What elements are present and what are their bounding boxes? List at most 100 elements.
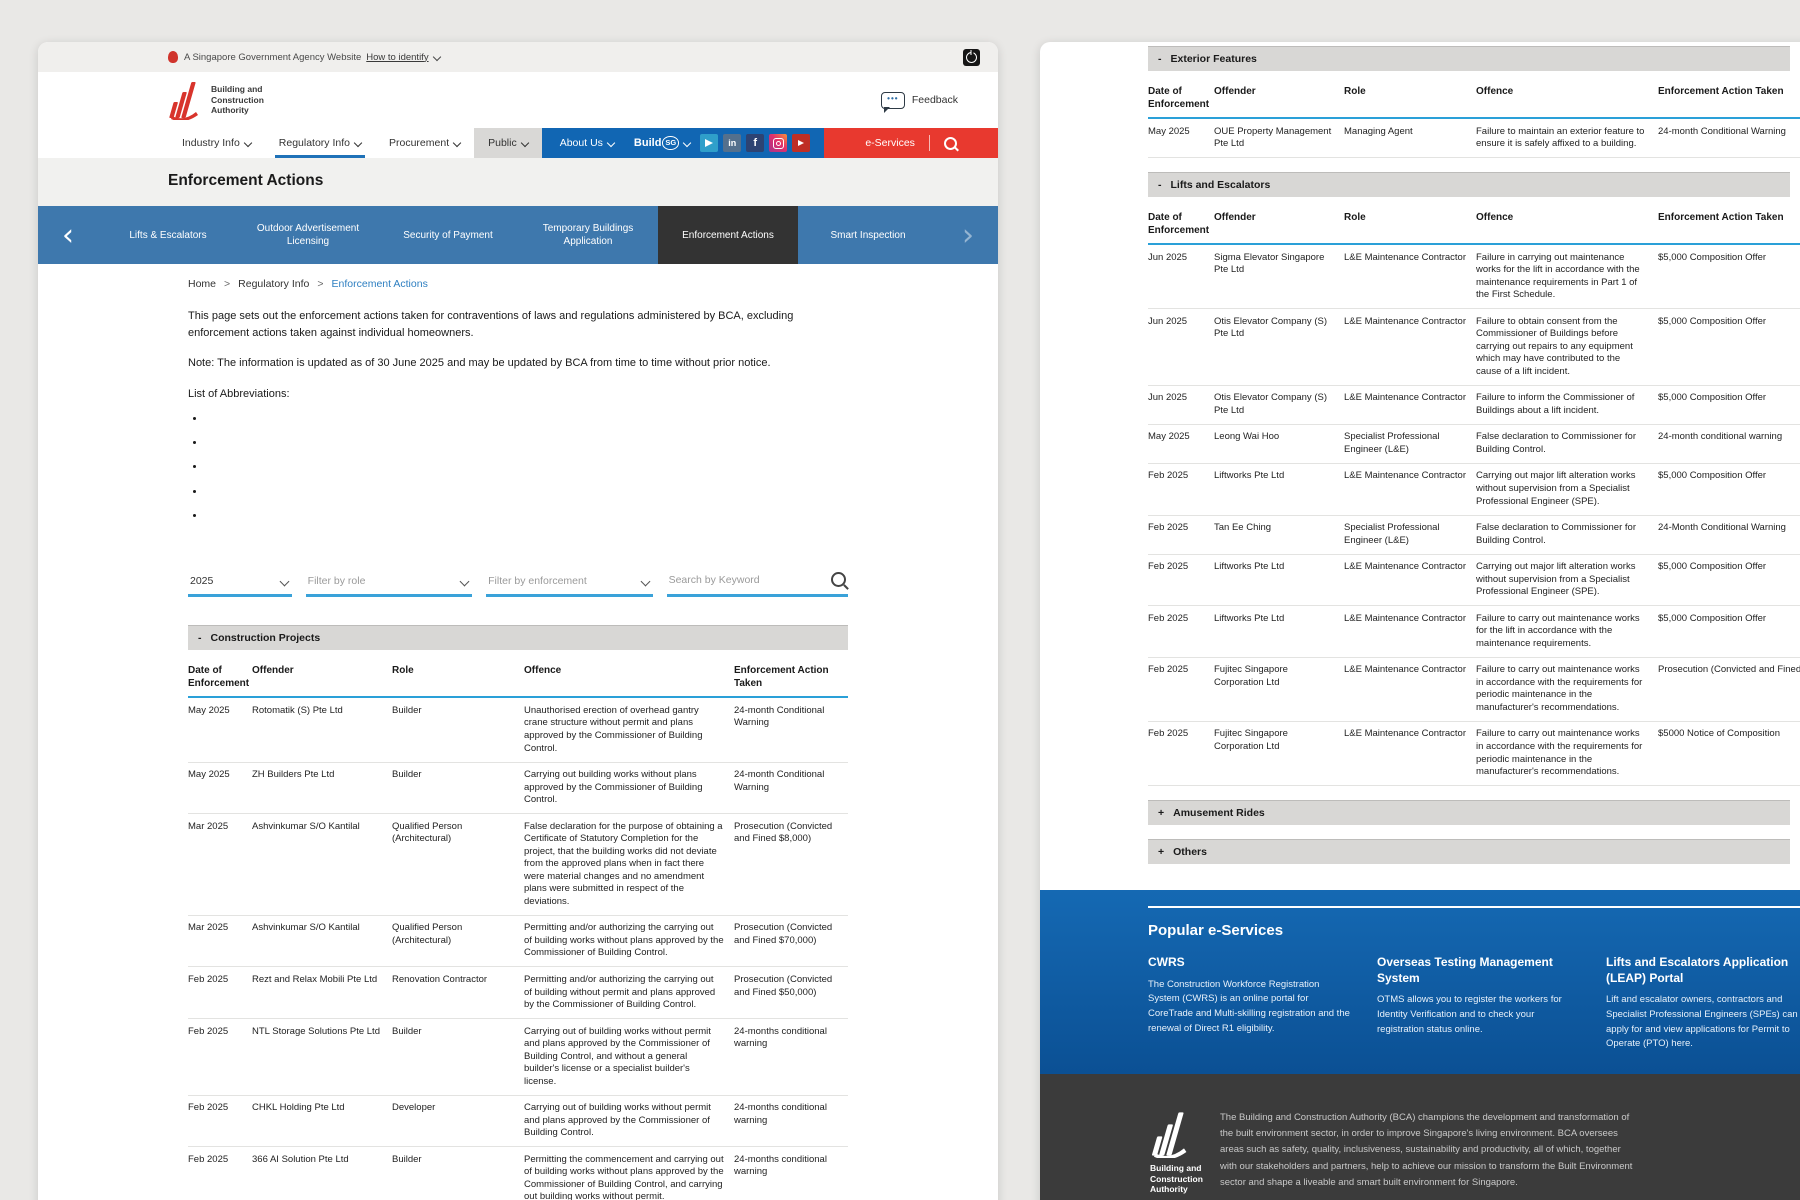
cell-offender: Otis Elevator Company (S) Pte Ltd <box>1214 392 1327 416</box>
tab-smart-inspection[interactable]: Smart Inspection <box>830 229 906 241</box>
nav-procurement[interactable]: Procurement <box>375 128 474 158</box>
nav-industry-info[interactable]: Industry Info <box>168 128 265 158</box>
abbreviations-label: List of Abbreviations: <box>188 387 290 400</box>
bca-logo[interactable]: Building and Construction Authority <box>168 80 264 120</box>
cell-date: Jun 2025 <box>1148 392 1188 404</box>
tab-enforcement-actions[interactable]: Enforcement Actions <box>658 206 798 264</box>
cell-action: 24-month Conditional Warning <box>1658 125 1786 137</box>
chevron-down-icon <box>640 576 651 587</box>
col-header-role: Role <box>392 665 414 677</box>
cell-offence: Permitting the commencement and carrying… <box>524 1153 724 1200</box>
cell-offender: Liftworks Pte Ltd <box>1214 612 1285 624</box>
accordion-label: Others <box>1173 846 1207 859</box>
cell-offence: Failure to carry out maintenance works f… <box>1476 612 1640 649</box>
cell-date: Feb 2025 <box>1148 561 1189 573</box>
buildsg-badge: SG <box>662 136 680 150</box>
tab-lifts-escalators[interactable]: Lifts & Escalators <box>129 229 207 241</box>
accordion-construction-projects[interactable]: - Construction Projects <box>188 625 848 651</box>
table-header-row: Date of Enforcement Offender Role Offenc… <box>1148 211 1800 246</box>
nav-buildsg[interactable]: Build SG <box>624 136 700 150</box>
accordion-lifts-escalators[interactable]: - Lifts and Escalators <box>1148 172 1790 198</box>
breadcrumb-regulatory-info[interactable]: Regulatory Info <box>238 278 310 290</box>
search-icon[interactable] <box>830 572 846 588</box>
cell-role: L&E Maintenance Contractor <box>1344 251 1466 263</box>
accordion-others[interactable]: + Others <box>1148 839 1790 865</box>
instagram-icon[interactable] <box>769 134 788 152</box>
gov-banner: A Singapore Government Agency Website Ho… <box>38 42 998 72</box>
linkedin-icon[interactable]: in <box>723 134 742 152</box>
table-row: Feb 2025 Fujitec Singapore Corporation L… <box>1148 658 1800 722</box>
eservice-card[interactable]: Overseas Testing Management System OTMS … <box>1377 955 1582 1052</box>
table-row: May 2025 OUE Property Management Pte Ltd… <box>1148 119 1800 159</box>
eservice-name[interactable]: Overseas Testing Management System <box>1377 955 1553 985</box>
cell-offence: Failure in carrying out maintenance work… <box>1476 251 1640 301</box>
cell-action: Prosecution (Convicted and Fined $14,000… <box>1658 664 1800 676</box>
cell-date: May 2025 <box>188 704 230 716</box>
cell-offender: Tan Ee Ching <box>1214 522 1272 534</box>
nav-eservices[interactable]: e-Services <box>865 137 915 149</box>
cell-offender: OUE Property Management Pte Ltd <box>1214 125 1332 150</box>
cell-date: Feb 2025 <box>1148 612 1189 624</box>
cell-action: $5000 Notice of Composition <box>1658 728 1780 740</box>
cell-date: Feb 2025 <box>188 1025 229 1037</box>
year-filter-select[interactable]: 2025 <box>188 571 292 598</box>
eservice-name[interactable]: CWRS <box>1148 955 1185 970</box>
youtube-icon[interactable] <box>792 134 811 152</box>
cell-action: Prosecution (Convicted and Fined $70,000… <box>734 922 833 946</box>
breadcrumb: Home > Regulatory Info > Enforcement Act… <box>188 278 848 290</box>
page-title: Enforcement Actions <box>168 172 324 189</box>
search-icon[interactable] <box>943 136 957 150</box>
carousel-next-icon[interactable]: › <box>962 217 974 253</box>
eservice-card[interactable]: Lifts and Escalators Application (LEAP) … <box>1606 955 1800 1052</box>
keyword-search-input[interactable]: Search by Keyword <box>666 568 848 598</box>
eservices-title: Popular e-Services <box>1148 922 1284 940</box>
breadcrumb-home[interactable]: Home <box>188 278 217 290</box>
nav-regulatory-info[interactable]: Regulatory Info <box>265 128 375 158</box>
cell-offence: Failure to maintain an exterior feature … <box>1476 125 1645 150</box>
cell-date: Mar 2025 <box>188 820 229 832</box>
contrast-toggle-icon[interactable] <box>963 48 980 66</box>
enforcement-filter-select[interactable]: Filter by enforcement <box>486 571 653 598</box>
cell-role: Specialist Professional Engineer (L&E) <box>1344 431 1440 455</box>
tab-security-of-payment[interactable]: Security of Payment <box>403 229 493 241</box>
singapore-lion-icon <box>168 51 178 63</box>
nav-public[interactable]: Public <box>474 128 542 158</box>
col-header-offence: Offence <box>1476 212 1514 224</box>
cell-date: Feb 2025 <box>188 1102 229 1114</box>
nav-left-group: Industry Info Regulatory Info Procuremen… <box>38 128 542 158</box>
table-row: May 2025 Rotomatik (S) Pte Ltd Builder U… <box>188 698 848 763</box>
tab-outdoor-advertisement[interactable]: Outdoor Advertisement Licensing <box>256 223 360 247</box>
cell-offender: NTL Storage Solutions Pte Ltd <box>252 1025 380 1037</box>
cell-action: 24-months conditional warning <box>734 1025 827 1050</box>
feedback-chat-icon: ••• <box>880 91 905 113</box>
cell-offence: Carrying out major lift alteration works… <box>1476 470 1636 507</box>
masthead: Building and Construction Authority ••• … <box>38 72 998 128</box>
cell-offence: Permitting and/or authorizing the carryi… <box>524 973 716 1011</box>
nav-about-us[interactable]: About Us <box>550 137 624 149</box>
accordion-exterior-features[interactable]: - Exterior Features <box>1148 46 1790 71</box>
cell-role: L&E Maintenance Contractor <box>1344 392 1466 404</box>
abbreviation-item <box>206 509 848 524</box>
cell-role: L&E Maintenance Contractor <box>1344 728 1466 740</box>
feedback-button[interactable]: ••• Feedback <box>880 91 958 113</box>
accordion-amusement-rides[interactable]: + Amusement Rides <box>1148 800 1790 826</box>
footer-top: Building and Construction Authority The … <box>1040 1110 1800 1195</box>
table-row: Feb 2025 NTL Storage Solutions Pte Ltd B… <box>188 1019 848 1096</box>
feedback-label: Feedback <box>911 94 958 106</box>
telegram-icon[interactable] <box>700 134 719 152</box>
cell-date: Feb 2025 <box>1148 664 1189 676</box>
role-filter-select[interactable]: Filter by role <box>305 571 473 598</box>
how-to-identify-link[interactable]: How to identify <box>366 51 429 63</box>
eservice-card[interactable]: CWRS The Construction Workforce Registra… <box>1148 955 1353 1052</box>
col-header-role: Role <box>1344 212 1366 224</box>
chevron-down-icon <box>606 138 616 148</box>
carousel-prev-icon[interactable]: ‹ <box>62 217 74 253</box>
tab-temporary-buildings[interactable]: Temporary Buildings Application <box>542 223 634 247</box>
cell-role: L&E Maintenance Contractor <box>1344 612 1466 624</box>
facebook-icon[interactable]: f <box>746 134 765 152</box>
col-header-offence: Offence <box>1476 86 1514 97</box>
eservice-name[interactable]: Lifts and Escalators Application (LEAP) … <box>1606 955 1789 985</box>
cell-offence: Carrying out of building works without p… <box>524 1025 711 1087</box>
abbreviation-item <box>206 485 848 500</box>
accordion-label: Lifts and Escalators <box>1170 179 1271 192</box>
